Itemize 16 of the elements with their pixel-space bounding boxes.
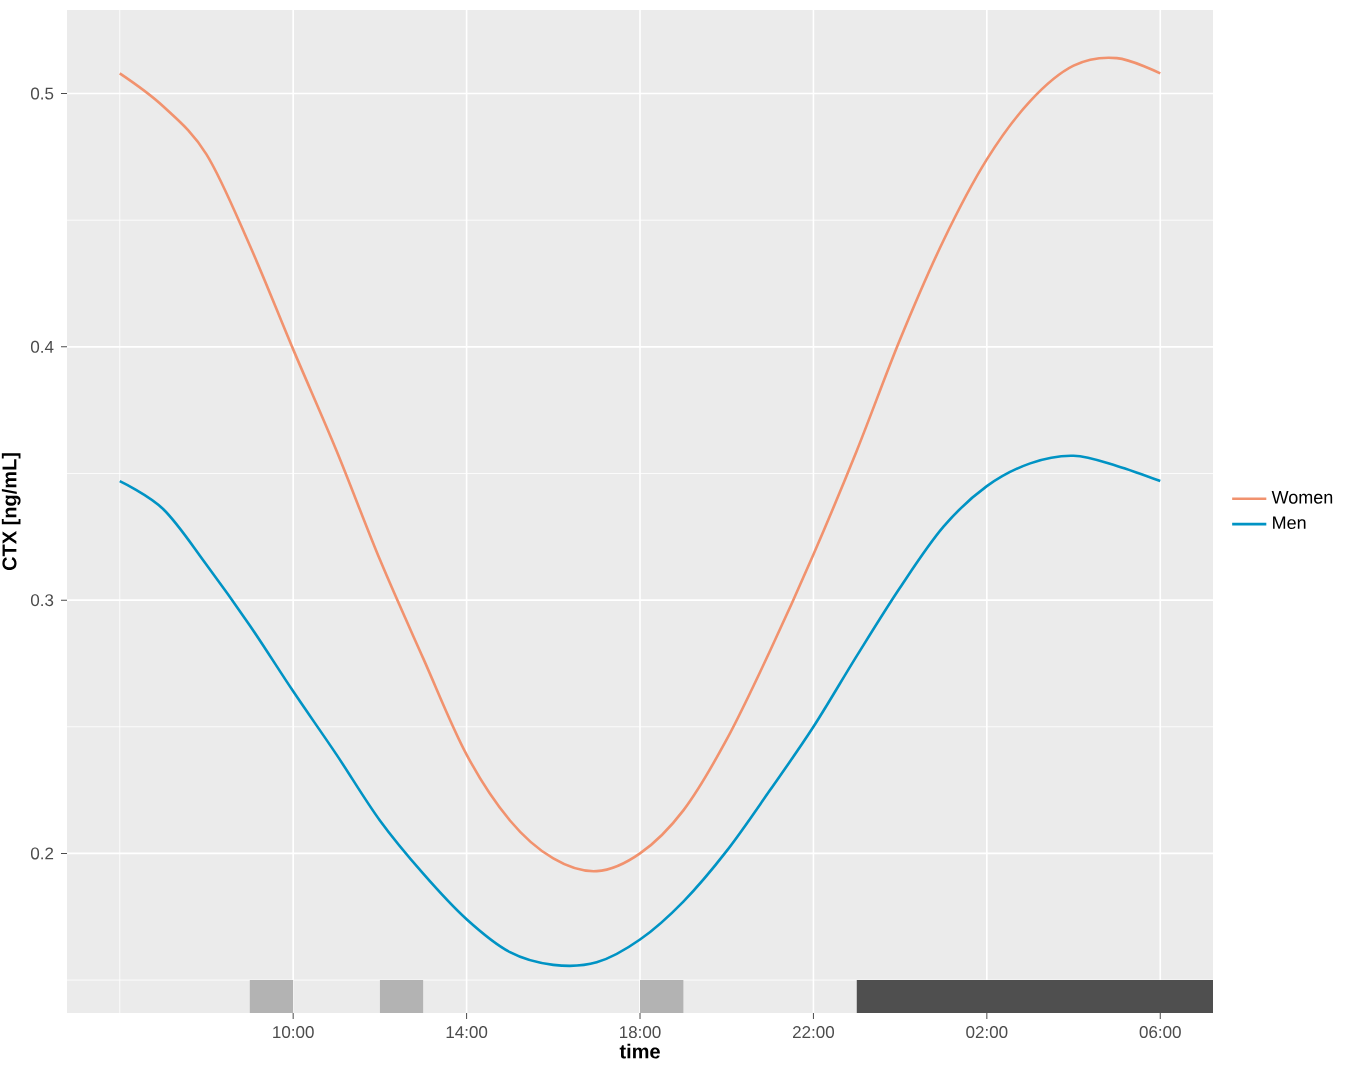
x-tick-label: 22:00 xyxy=(793,1026,835,1039)
y-axis-title: CTX [ng/mL] xyxy=(1,453,21,571)
x-tick-label: 18:00 xyxy=(620,1026,661,1039)
x-tick-label: 02:00 xyxy=(966,1026,1008,1039)
legend-label: Women xyxy=(1271,491,1333,504)
x-tick-label: 14:00 xyxy=(446,1026,488,1039)
legend-label: Men xyxy=(1273,516,1306,530)
y-tick-label: 0.5 xyxy=(30,87,54,100)
x-tick-label: 10:00 xyxy=(273,1026,314,1039)
x-axis-title: time xyxy=(619,1043,660,1059)
y-tick-label: 0.3 xyxy=(30,594,54,607)
line-series xyxy=(118,454,1162,968)
line-series xyxy=(118,56,1162,873)
y-tick-label: 0.4 xyxy=(30,340,54,353)
y-tick-label: 0.2 xyxy=(30,847,54,860)
x-tick-label: 06:00 xyxy=(1139,1026,1181,1039)
